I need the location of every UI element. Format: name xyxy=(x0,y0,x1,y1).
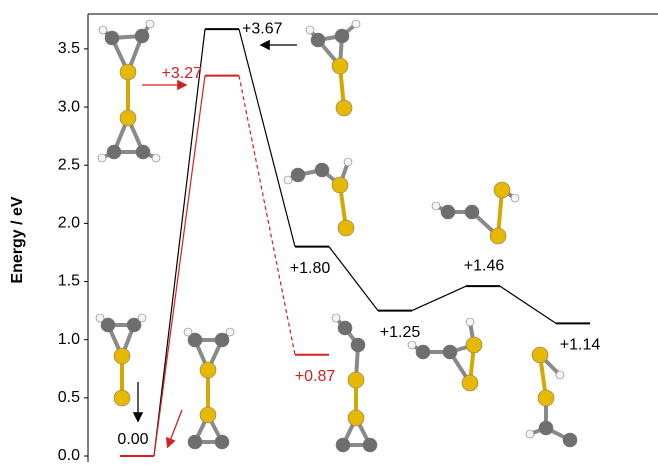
value-label: +3.27 xyxy=(162,65,203,82)
atom xyxy=(135,29,149,43)
value-label: +0.87 xyxy=(295,368,336,385)
atom xyxy=(120,64,136,80)
atom xyxy=(138,314,146,322)
atom xyxy=(348,372,364,388)
y-tick-label: 0.5 xyxy=(58,389,80,406)
atom xyxy=(432,202,440,210)
y-tick-label: 2.0 xyxy=(58,215,80,232)
value-label: 0.00 xyxy=(117,431,148,448)
atom xyxy=(466,318,474,326)
connector xyxy=(412,286,466,310)
atom xyxy=(363,438,377,452)
atom xyxy=(344,158,352,166)
atom xyxy=(311,33,325,47)
value-label: +1.46 xyxy=(464,257,505,274)
atom xyxy=(98,154,106,162)
atom xyxy=(443,345,457,359)
chart: Energy / eV 0.0 0.5 1.0 1.5 2.0 2.5 3.0 3.5 0.00… xyxy=(0,0,658,466)
atom xyxy=(146,20,154,28)
atom xyxy=(291,168,305,182)
page: {"chart_data": { "type": "energy-levels"… xyxy=(0,0,658,466)
atom xyxy=(96,314,104,322)
y-tick-label: 1.5 xyxy=(58,273,80,290)
atom xyxy=(466,337,482,353)
atom xyxy=(107,145,121,159)
atom xyxy=(215,333,229,347)
atom xyxy=(105,31,119,45)
atom xyxy=(226,328,234,336)
atom xyxy=(511,194,519,202)
value-label: +1.14 xyxy=(560,337,601,354)
atom xyxy=(532,347,548,363)
atom xyxy=(120,110,136,126)
connector xyxy=(154,76,205,456)
atom xyxy=(416,345,430,359)
atom xyxy=(152,154,160,162)
value-label: +1.80 xyxy=(290,260,331,277)
atom xyxy=(494,182,510,198)
atom xyxy=(352,20,360,28)
atom xyxy=(284,176,292,184)
atom xyxy=(338,321,352,335)
value-label: +1.25 xyxy=(380,324,421,341)
atom xyxy=(188,435,202,449)
atom xyxy=(563,433,577,447)
atom xyxy=(215,435,229,449)
atom xyxy=(114,348,130,364)
atom xyxy=(441,205,455,219)
y-tick-label: 3.0 xyxy=(58,98,80,115)
connector xyxy=(154,29,205,456)
atom xyxy=(348,410,364,426)
atom xyxy=(539,421,553,435)
atom xyxy=(336,438,350,452)
atom xyxy=(556,371,564,379)
atom xyxy=(306,26,314,34)
y-tick-label: 0.0 xyxy=(58,447,80,464)
atom xyxy=(526,430,534,438)
y-axis-label: Energy / eV xyxy=(9,196,26,283)
atom xyxy=(351,338,365,352)
connector xyxy=(329,247,378,311)
atom xyxy=(332,58,348,74)
connector xyxy=(500,286,556,323)
atom xyxy=(136,145,150,159)
atom xyxy=(335,29,349,43)
atom xyxy=(315,163,329,177)
atom xyxy=(408,341,416,349)
atom xyxy=(332,314,340,322)
arrow xyxy=(168,410,182,446)
atom xyxy=(332,177,348,193)
y-tick-label: 1.0 xyxy=(58,331,80,348)
atom xyxy=(200,407,216,423)
atom xyxy=(538,390,554,406)
value-label: +3.67 xyxy=(242,20,283,37)
atom xyxy=(490,228,506,244)
atom xyxy=(114,390,130,406)
atom xyxy=(462,375,478,391)
atom xyxy=(336,100,352,116)
atom xyxy=(99,26,107,34)
y-tick-label: 2.5 xyxy=(58,156,80,173)
atom xyxy=(465,205,479,219)
y-tick-label: 3.5 xyxy=(58,40,80,57)
atom xyxy=(184,328,192,336)
atom xyxy=(338,220,354,236)
atom xyxy=(200,362,216,378)
